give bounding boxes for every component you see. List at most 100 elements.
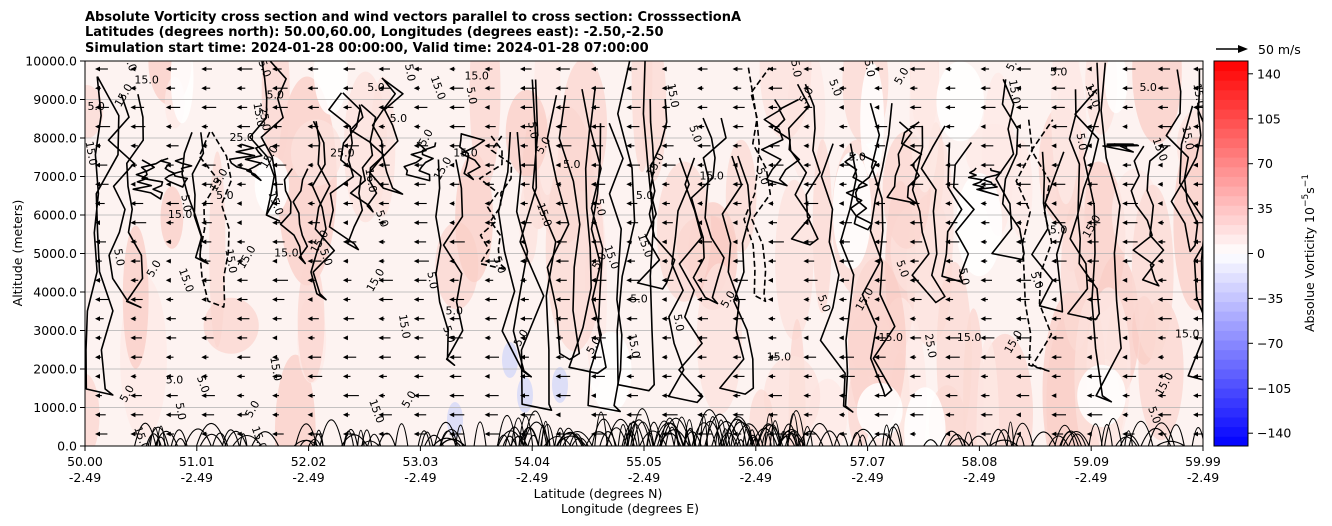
x-tick-label-lat: 57.07 (850, 454, 886, 469)
wind-vector-head (1157, 335, 1163, 341)
wind-vector-head (768, 124, 773, 129)
wind-vector-head (520, 239, 525, 245)
wind-vector-head (732, 201, 738, 206)
contour-label: 5.0 (1074, 132, 1090, 151)
wind-vector-head (803, 66, 809, 72)
wind-vector-head (697, 105, 703, 110)
wind-vector-head (909, 181, 915, 187)
wind-vector-head (803, 143, 809, 149)
surface-contour (1068, 433, 1087, 446)
wind-vector-head (1086, 220, 1092, 226)
surface-contour (367, 433, 382, 446)
wind-vector-head (95, 316, 100, 322)
wind-vector-head (697, 354, 703, 360)
wind-vector-head (909, 143, 915, 149)
contour-line (181, 132, 209, 265)
title-line-3: Simulation start time: 2024-01-28 00:00:… (85, 41, 649, 56)
surface-contour (682, 431, 702, 446)
wind-vector-head (484, 239, 490, 245)
wind-vector-head (945, 354, 951, 360)
colorbar-step (1214, 417, 1248, 428)
wind-vector-head (945, 412, 951, 418)
wind-vector-head (165, 66, 171, 72)
wind-vector-head (520, 297, 525, 302)
surface-contour (1060, 431, 1079, 446)
wind-vector-head (1051, 393, 1057, 398)
surface-contour (314, 429, 324, 446)
surface-contour (659, 429, 690, 446)
contour-line (667, 157, 704, 404)
wind-vector-head (130, 354, 136, 360)
wind-vector-head (555, 393, 561, 398)
wind-vector-head (626, 124, 632, 129)
contour-label: 15.0 (250, 102, 267, 128)
wind-vector-head (874, 374, 880, 379)
wind-vector-head (272, 316, 278, 322)
wind-vector-head (378, 412, 384, 418)
wind-vector-head (1086, 297, 1092, 302)
wind-vector-head (626, 143, 632, 149)
x-tick-label-lat: 56.06 (738, 454, 774, 469)
wind-vector-head (909, 124, 915, 129)
x-tick-label-lat: 58.08 (962, 454, 998, 469)
vorticity-patch (775, 179, 814, 340)
wind-vector-head (130, 239, 136, 245)
wind-vector-head (590, 258, 596, 264)
contour-label: 5.0 (440, 324, 458, 345)
wind-vector-head (413, 181, 419, 187)
wind-vector-head (555, 277, 561, 283)
vorticity-patch (297, 259, 325, 383)
wind-vector-head (555, 220, 561, 226)
surface-contour (605, 427, 628, 446)
colorbar-tick-label: −140 (1257, 426, 1291, 441)
wind-vector-head (1122, 412, 1128, 418)
wind-vector-head (95, 374, 100, 379)
wind-vector-head (590, 393, 596, 398)
vorticity-patch (469, 61, 501, 188)
surface-contour (134, 422, 157, 446)
surface-contour (857, 434, 868, 446)
colorbar-step (1214, 215, 1248, 226)
wind-vector-head (945, 85, 951, 91)
contour-label: 15.0 (274, 247, 299, 260)
wind-vector-head (1193, 393, 1198, 398)
wind-vector-head (803, 297, 809, 302)
wind-vector-head (520, 105, 525, 110)
quiver-key-label: 50 m/s (1258, 42, 1301, 57)
wind-vector-head (272, 239, 278, 245)
wind-vector-head (838, 66, 844, 72)
contour-label: 15.0 (83, 140, 100, 166)
contour-label: 15.0 (134, 73, 159, 86)
wind-vector-head (201, 431, 207, 437)
contour-line (911, 125, 946, 304)
wind-vector-head (590, 220, 596, 226)
colorbar-tick-label: 35 (1257, 201, 1273, 216)
wind-vector-head (1015, 143, 1021, 149)
wind-vector-head (590, 85, 596, 91)
wind-vector-head (661, 220, 667, 226)
vorticity-patch (812, 139, 833, 313)
contour-label: 5.0 (255, 58, 273, 79)
colorbar-ticks: 140 105 70 35 0 −35 −70 −105 −140 (1248, 66, 1291, 441)
wind-vector-head (768, 335, 773, 341)
colorbar-tick-label: 70 (1257, 156, 1273, 171)
wind-vector-head (413, 297, 419, 302)
surface-contour (630, 408, 655, 446)
contour-label: 25.0 (229, 131, 254, 144)
colorbar-step (1214, 301, 1248, 312)
wind-vector-head (520, 220, 525, 226)
wind-vector-head (732, 297, 738, 302)
wind-vector-head (697, 162, 703, 168)
wind-vector-head (803, 374, 809, 379)
wind-vector-head (272, 124, 278, 129)
wind-vector-head (945, 431, 951, 437)
contour-label: 5.0 (87, 100, 105, 113)
wind-vector-head (1051, 412, 1057, 418)
colorbar-step (1214, 195, 1248, 206)
surface-contour (523, 410, 548, 446)
wind-vector-head (626, 85, 632, 91)
wind-vector-head (484, 393, 490, 398)
wind-vector-head (520, 316, 525, 322)
x-tick-label-lat: 54.04 (514, 454, 550, 469)
wind-vector-head (590, 316, 596, 322)
